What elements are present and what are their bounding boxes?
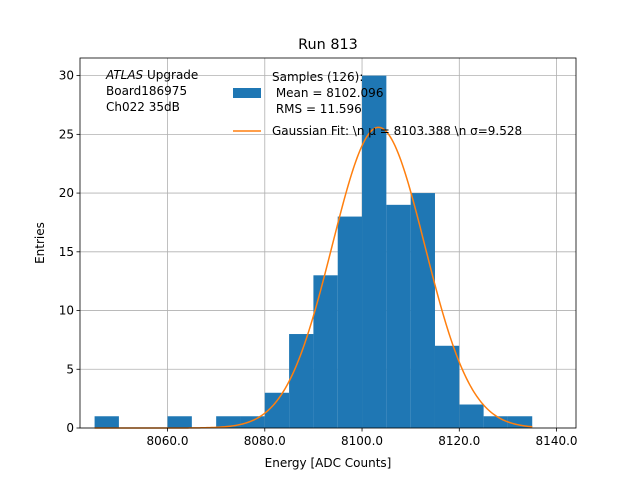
y-tick-label: 10: [59, 304, 74, 318]
histogram-bar: [362, 75, 387, 428]
y-tick-label: 0: [66, 421, 74, 435]
histogram-bar: [313, 275, 338, 428]
y-tick-label: 15: [59, 245, 74, 259]
x-axis-label: Energy [ADC Counts]: [265, 456, 392, 470]
x-tick-label: 8120.0: [438, 434, 480, 448]
x-tick-label: 8100.0: [341, 434, 383, 448]
chart-title: Run 813: [298, 37, 358, 53]
x-tick-label: 8140.0: [536, 434, 578, 448]
histogram-bar: [434, 345, 460, 428]
y-axis-ticks: 0 5 10 15 20 25 30: [59, 69, 80, 435]
x-tick-label: 8060.0: [147, 434, 189, 448]
atlas-annotation: ATLAS Upgrade Board186975 Ch022 35dB: [105, 68, 198, 114]
annotation-line: Board186975: [106, 84, 187, 98]
legend-fit-label: Gaussian Fit: \n μ = 8103.388 \n σ=9.528: [272, 124, 522, 138]
histogram-bars: [94, 75, 533, 428]
y-tick-label: 30: [59, 69, 74, 83]
histogram-bar: [337, 216, 363, 428]
y-axis-label: Entries: [33, 222, 47, 264]
histogram-bar: [386, 204, 411, 428]
x-tick-label: 8080.0: [244, 434, 286, 448]
histogram-bar: [94, 416, 119, 428]
x-axis-ticks: 8060.0 8080.0 8100.0 8120.0 8140.0: [147, 428, 578, 448]
legend-histogram-label: Samples (126): Mean = 8102.096 RMS = 11.…: [272, 70, 383, 116]
annotation-line: ATLAS Upgrade: [105, 68, 198, 82]
annotation-line: Ch022 35dB: [106, 100, 180, 114]
legend-histogram-swatch: [233, 88, 261, 98]
histogram-bar: [483, 416, 508, 428]
histogram-bar: [289, 334, 314, 428]
chart-legend: Samples (126): Mean = 8102.096 RMS = 11.…: [233, 70, 522, 138]
histogram-bar: [216, 416, 241, 428]
histogram-bar: [240, 416, 265, 428]
histogram-bar: [410, 193, 435, 428]
histogram-bar: [167, 416, 192, 428]
y-tick-label: 5: [66, 362, 74, 376]
y-tick-label: 20: [59, 186, 74, 200]
histogram-bar: [507, 416, 533, 428]
plot-frame: [79, 57, 577, 429]
histogram-bar: [459, 404, 484, 428]
y-tick-label: 25: [59, 127, 74, 141]
